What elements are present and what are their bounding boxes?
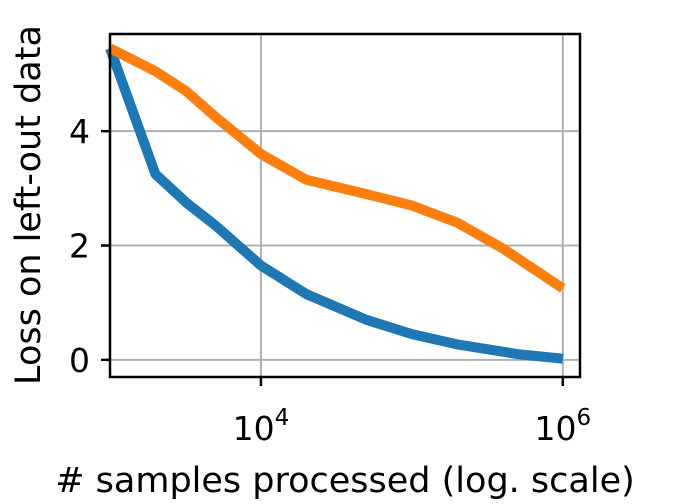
x-tick-label: 106 [534,405,591,448]
y-tick-label: 0 [69,341,90,380]
y-tick-label: 2 [69,227,90,266]
plot-frame [108,32,582,379]
series-line-1 [105,46,564,364]
series-layer [105,43,566,364]
y-axis-label: Loss on left-out data [9,25,49,385]
x-axis-label: # samples processed (log. scale) [55,461,635,501]
ticks: 0 2 4 104 106 [69,112,591,448]
y-tick-label: 4 [69,112,90,151]
series-line-2 [107,43,566,293]
x-tick-label: 104 [233,405,290,448]
